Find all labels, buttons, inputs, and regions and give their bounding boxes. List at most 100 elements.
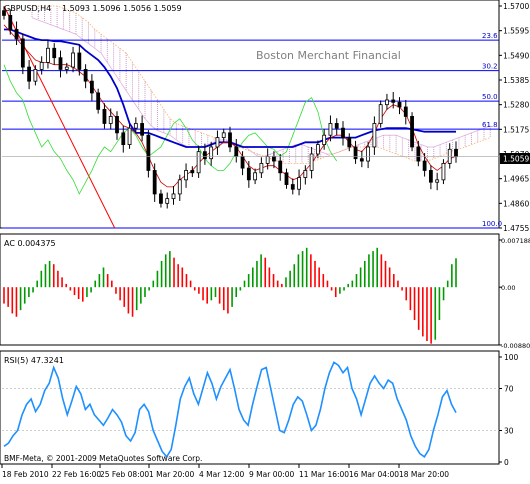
candle-body [209, 146, 214, 160]
x-tick-label: 22 Feb 16:00 [52, 470, 101, 479]
price-tick-label: 1.5490 [503, 51, 529, 60]
candle-body [165, 198, 170, 204]
rsi-tick-label: 0 [504, 458, 509, 467]
candle-body [234, 146, 239, 157]
candle-body [359, 158, 364, 162]
candle-body [64, 66, 69, 70]
chikou-span-line [3, 64, 338, 195]
candle-body [215, 137, 220, 148]
candle-body [334, 123, 339, 129]
fib-level-label: 61.8 [482, 121, 498, 129]
candle-body [378, 104, 383, 124]
candle-body [102, 108, 107, 124]
candle-body [196, 151, 201, 174]
x-tick-label: 11 Mar 16:00 [299, 470, 349, 479]
candle-body [435, 179, 440, 183]
candle-body [322, 134, 327, 146]
candle-body [454, 148, 458, 157]
candle-body [2, 10, 6, 16]
price-candles [2, 6, 458, 209]
candle-body [385, 99, 389, 106]
candle-body [127, 127, 132, 146]
candle-body [171, 193, 176, 200]
x-tick-label: 1 Mar 20:00 [149, 470, 195, 479]
watermark: Boston Merchant Financial [256, 49, 401, 62]
candle-body [108, 116, 113, 124]
candle-body [221, 132, 226, 138]
ac-tick-label: -0.008806 [501, 342, 530, 350]
candle-body [240, 155, 245, 169]
candle-body [133, 123, 138, 129]
candle-body [58, 57, 63, 70]
ac-tick-label: 0.00 [501, 284, 515, 292]
fib-level-label: 30.2 [482, 63, 498, 71]
copyright-footer: BMF-Meta, © 2001-2009 MetaQuotes Softwar… [4, 454, 202, 463]
candle-body [140, 123, 145, 136]
candle-body [159, 193, 163, 204]
candle-body [96, 92, 101, 110]
candle-body [441, 162, 446, 181]
candle-body [202, 151, 207, 160]
candle-body [303, 170, 308, 178]
candle-body [347, 137, 352, 148]
candle-body [46, 47, 50, 63]
candle-body [177, 179, 182, 195]
price-panel [0, 0, 500, 229]
candle-body [83, 69, 88, 82]
ac-histogram [3, 247, 457, 344]
candle-body [71, 52, 75, 68]
candle-body [391, 99, 396, 103]
candle-body [146, 134, 151, 171]
candle-body [328, 123, 333, 136]
candle-body [152, 170, 157, 195]
candle-body [428, 170, 433, 183]
candle-body [253, 172, 258, 181]
current-price-tag [500, 153, 530, 164]
x-tick-label: 18 Feb 2010 [2, 470, 49, 479]
candle-body [121, 132, 126, 146]
current-price-label: 1.5059 [503, 155, 529, 164]
candle-body [284, 172, 289, 185]
x-tick-label: 25 Feb 08:00 [100, 470, 149, 479]
fib-level-label: 50.0 [482, 93, 498, 101]
fib-level-label: 100.0 [482, 220, 502, 228]
candle-body [77, 52, 82, 70]
candle-body [315, 144, 320, 155]
candle-body [309, 153, 314, 171]
candle-body [297, 177, 301, 190]
price-tick-label: 1.4965 [503, 175, 529, 184]
ac-title: AC 0.004375 [4, 239, 56, 248]
candle-body [20, 38, 25, 68]
rsi-panel [0, 350, 500, 465]
candle-body [290, 184, 295, 190]
candle-body [397, 101, 402, 108]
price-tick-label: 1.5595 [503, 27, 529, 36]
candle-body [33, 69, 38, 82]
price-tick-label: 1.5385 [503, 76, 529, 85]
x-tick-label: 9 Mar 00:00 [249, 470, 295, 479]
candle-body [366, 146, 371, 162]
candle-body [184, 170, 188, 181]
candle-body [372, 123, 377, 148]
rsi-line [2, 361, 499, 459]
candle-body [228, 132, 232, 148]
candle-body [246, 167, 251, 181]
candle-body [115, 116, 119, 134]
candle-body [190, 170, 195, 174]
price-tick-label: 1.5175 [503, 125, 529, 134]
rsi-tick-label: 30 [504, 427, 514, 436]
candle-body [52, 47, 57, 59]
candle-body [410, 116, 414, 148]
price-tick-label: 1.5280 [503, 101, 529, 110]
candle-body [403, 106, 408, 117]
candle-body [353, 146, 358, 160]
candle-body [265, 155, 270, 164]
price-tick-label: 1.4860 [503, 199, 529, 208]
rsi-tick-label: 100 [504, 353, 519, 362]
symbol-label: GBPUSD,H4 [4, 4, 51, 13]
candle-body [272, 155, 276, 162]
x-tick-label: 16 Mar 04:00 [349, 470, 399, 479]
candle-body [341, 127, 345, 138]
rsi-tick-label: 70 [504, 385, 514, 394]
